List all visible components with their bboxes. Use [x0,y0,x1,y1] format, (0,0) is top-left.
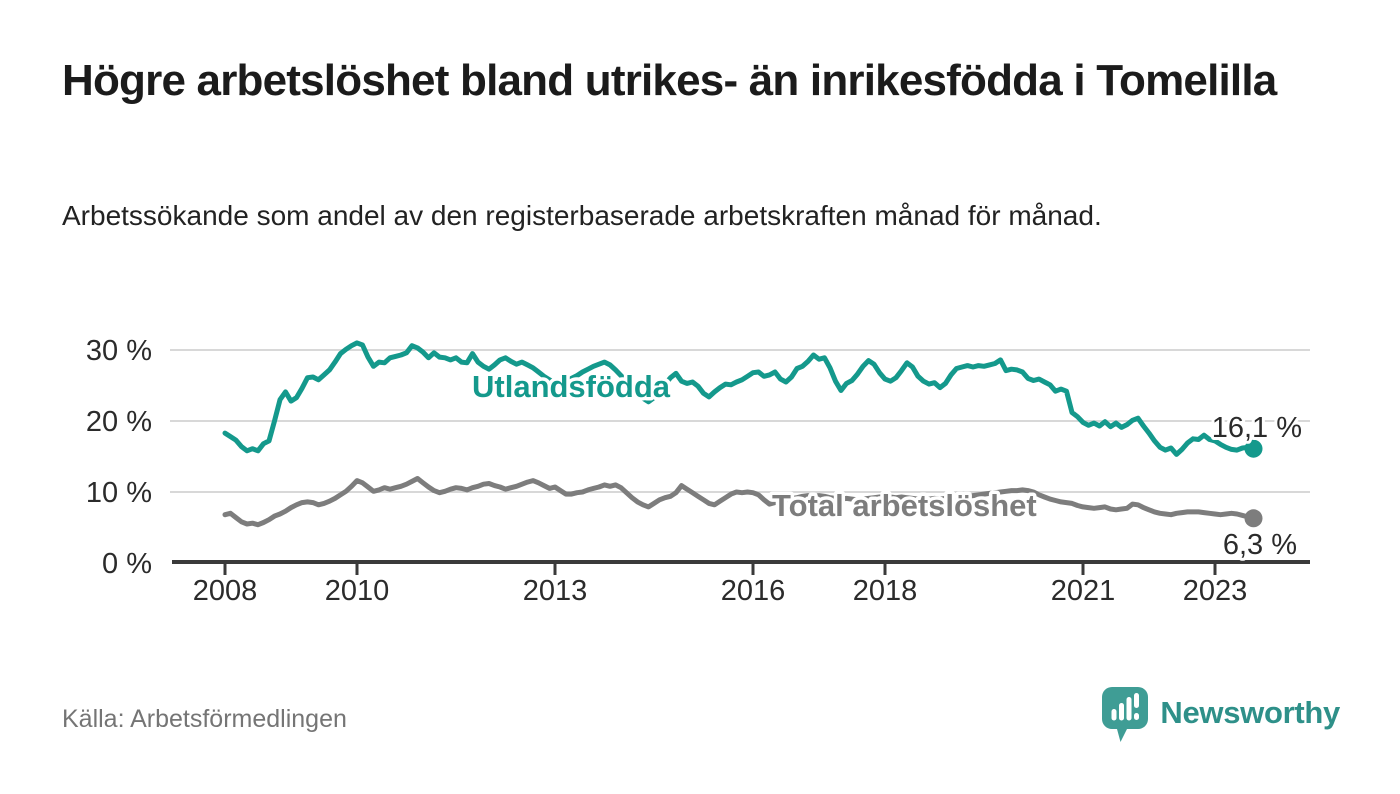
end-value-label-total: 6,3 % [1223,529,1297,561]
series-end-dot-utlandsfodda [1244,439,1263,458]
newsworthy-logo-icon [1102,687,1149,742]
x-tick-label-2008: 2008 [193,575,258,607]
y-tick-label-30: 30 % [86,335,152,367]
speech-bubble-shape [1102,687,1149,742]
series-end-dot-total [1244,509,1263,528]
y-tick-label-0: 0 % [102,548,152,580]
x-tick-label-2018: 2018 [853,575,918,607]
newsworthy-logo: Newsworthy [1101,686,1340,744]
series-line-total [222,476,1256,528]
exclamation-dot [1134,713,1140,720]
y-tick-label-10: 10 % [86,477,152,509]
series-line-utlandsfodda [222,340,1256,457]
y-tick-label-20: 20 % [86,406,152,438]
chart-title: Högre arbetslöshet bland utrikes- än inr… [62,56,1277,105]
end-value-label-utlandsfodda: 16,1 % [1212,412,1302,444]
series-label-total: Total arbetslöshet [772,488,1037,523]
source-text: Källa: Arbetsförmedlingen [62,705,347,733]
bar-medium [1119,703,1125,721]
x-tick-label-2016: 2016 [721,575,786,607]
series-label-utlandsfodda: Utlandsfödda [472,369,671,404]
bar-large [1126,697,1132,721]
x-tick-label-2021: 2021 [1051,575,1116,607]
newsworthy-logo-text: Newsworthy [1160,694,1340,730]
exclamation-bar [1134,693,1140,708]
x-tick-label-2013: 2013 [523,575,588,607]
x-tick-label-2010: 2010 [325,575,390,607]
chart-subtitle: Arbetssökande som andel av den registerb… [62,200,1102,231]
bar-small [1111,709,1117,721]
x-tick-label-2023: 2023 [1183,575,1248,607]
